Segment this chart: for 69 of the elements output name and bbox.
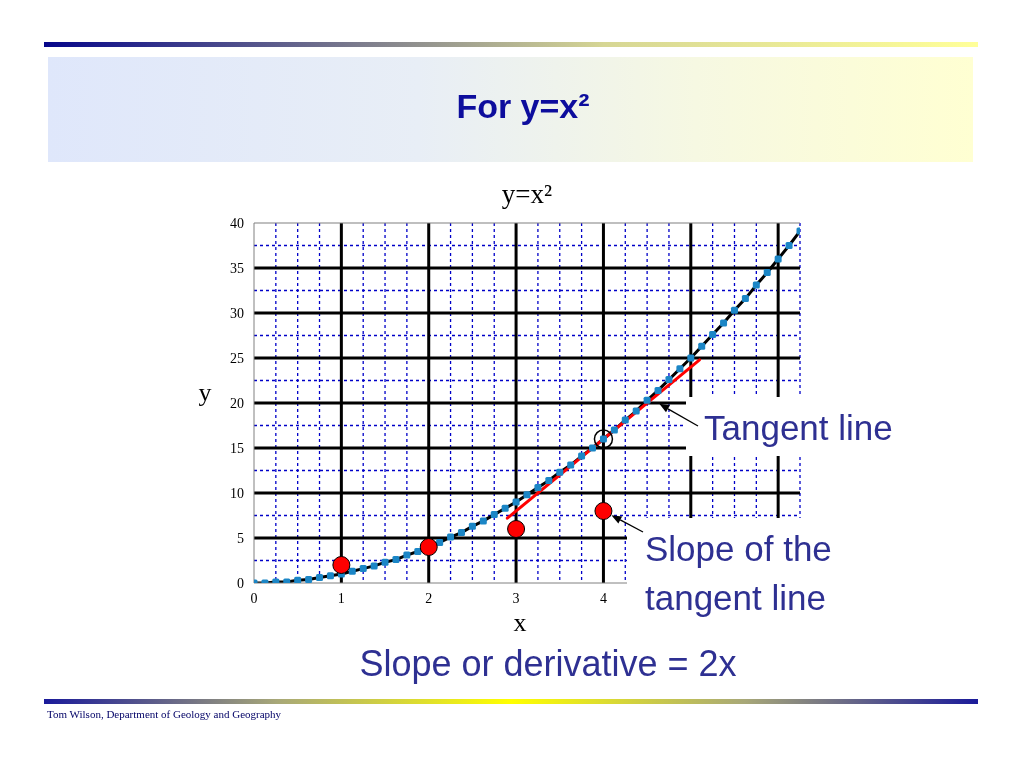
y-tick-label: 25	[230, 350, 244, 366]
y-tick-label: 35	[230, 260, 244, 276]
point	[457, 529, 465, 537]
x-tick-label: 4	[599, 590, 607, 606]
text: Slope or derivative = 2x	[358, 642, 738, 686]
point	[654, 386, 662, 394]
point	[507, 520, 526, 538]
point	[632, 407, 640, 415]
point	[501, 504, 509, 512]
point	[741, 295, 749, 303]
point	[490, 511, 498, 519]
point	[381, 558, 389, 566]
y-axis-title: y	[197, 378, 213, 408]
point	[414, 548, 422, 555]
point	[785, 242, 793, 249]
point	[512, 498, 520, 506]
chart-title: For y=x²	[455, 86, 591, 127]
text: Tom Wilson, Department of Geology and Geography	[47, 707, 283, 721]
point	[556, 468, 564, 476]
y-tick-label: 15	[230, 440, 244, 456]
point	[468, 522, 476, 530]
point	[720, 319, 728, 327]
x-tick-label: 3	[512, 590, 520, 606]
point	[545, 476, 553, 484]
point	[348, 567, 356, 575]
point	[589, 444, 597, 452]
point	[774, 255, 782, 263]
point	[479, 517, 487, 525]
point	[523, 491, 531, 499]
chart-subtitle: y=x²	[500, 178, 554, 210]
x-tick-label: 2	[425, 590, 433, 606]
point	[403, 551, 411, 559]
x-tick-label: 1	[337, 590, 345, 606]
point	[593, 429, 614, 449]
y-tick-label: 20	[230, 395, 244, 411]
point	[305, 575, 313, 583]
point	[392, 556, 400, 564]
point	[578, 452, 586, 460]
y-tick-label: 5	[237, 530, 244, 546]
point	[294, 576, 302, 583]
point	[419, 538, 438, 556]
point	[698, 342, 706, 350]
annotation: Slope of the tangent line	[627, 518, 852, 623]
point	[709, 331, 717, 339]
y-tick-label: 10	[230, 485, 244, 501]
point	[567, 461, 575, 469]
point	[610, 426, 618, 434]
x-axis-title: x	[512, 608, 528, 638]
point	[665, 376, 673, 384]
point	[447, 533, 455, 541]
x-tick-label: 0	[250, 590, 258, 606]
point	[359, 565, 367, 573]
point	[332, 556, 351, 574]
point	[643, 396, 651, 404]
point	[676, 365, 684, 373]
point	[326, 572, 334, 580]
point	[316, 574, 324, 582]
point	[730, 306, 738, 314]
point	[763, 269, 771, 276]
point	[594, 502, 613, 520]
point	[752, 281, 760, 289]
y-tick-label: 0	[237, 575, 244, 591]
point	[534, 484, 542, 492]
annotation: Tangent line	[686, 397, 911, 456]
y-tick-label: 40	[230, 215, 244, 231]
point	[621, 416, 629, 424]
y-tick-label: 30	[230, 305, 244, 321]
point	[687, 354, 695, 362]
point	[370, 562, 378, 570]
